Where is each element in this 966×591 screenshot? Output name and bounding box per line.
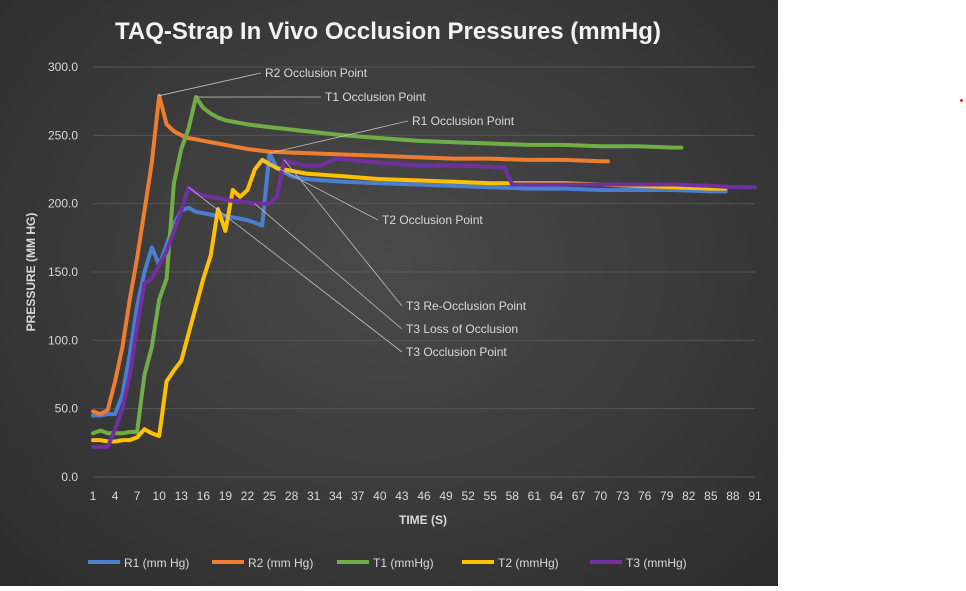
x-tick-label: 16 bbox=[197, 489, 211, 503]
y-tick-label: 150.0 bbox=[48, 265, 78, 279]
series-line-t1 bbox=[93, 97, 681, 433]
legend-label: T3 (mmHg) bbox=[626, 556, 687, 570]
y-axis-title: PRESSURE (MM HG) bbox=[24, 213, 38, 332]
chart-panel: TAQ-Strap In Vivo Occlusion Pressures (m… bbox=[0, 0, 778, 586]
x-tick-label: 85 bbox=[704, 489, 718, 503]
x-tick-label: 88 bbox=[726, 489, 740, 503]
x-tick-label: 31 bbox=[307, 489, 321, 503]
x-tick-label: 1 bbox=[90, 489, 97, 503]
y-tick-label: 200.0 bbox=[48, 197, 78, 211]
x-tick-label: 82 bbox=[682, 489, 696, 503]
x-tick-label: 13 bbox=[175, 489, 189, 503]
x-tick-label: 61 bbox=[528, 489, 542, 503]
annotation-leader bbox=[255, 204, 402, 329]
x-tick-label: 19 bbox=[219, 489, 233, 503]
x-tick-label: 58 bbox=[506, 489, 520, 503]
x-tick-label: 4 bbox=[112, 489, 119, 503]
annotation-label: T1 Occlusion Point bbox=[325, 90, 426, 104]
x-tick-label: 7 bbox=[134, 489, 141, 503]
annotation-label: T3 Re-Occlusion Point bbox=[406, 299, 527, 313]
x-tick-label: 46 bbox=[417, 489, 431, 503]
x-tick-label: 22 bbox=[241, 489, 255, 503]
legend: R1 (mm Hg) R2 (mm Hg) T1 (mmHg) T2 (mmHg) T3… bbox=[88, 556, 687, 570]
y-tick-label: 100.0 bbox=[48, 333, 78, 347]
x-tick-label: 52 bbox=[461, 489, 475, 503]
x-tick-label: 40 bbox=[373, 489, 387, 503]
legend-label: R2 (mm Hg) bbox=[248, 556, 313, 570]
legend-label: R1 (mm Hg) bbox=[124, 556, 189, 570]
legend-label: T1 (mmHg) bbox=[373, 556, 434, 570]
x-tick-label: 91 bbox=[748, 489, 762, 503]
annotation-layer: R2 Occlusion Point T1 Occlusion Point R1 O… bbox=[159, 66, 527, 359]
annotation-label: T3 Loss of Occlusion bbox=[406, 322, 518, 336]
annotation-label: T3 Occlusion Point bbox=[406, 345, 507, 359]
x-tick-label: 37 bbox=[351, 489, 365, 503]
x-tick-label: 34 bbox=[329, 489, 343, 503]
y-tick-label: 0.0 bbox=[61, 470, 78, 484]
x-tick-label: 70 bbox=[594, 489, 608, 503]
y-tick-label: 300.0 bbox=[48, 60, 78, 74]
chart-svg: TAQ-Strap In Vivo Occlusion Pressures (m… bbox=[0, 0, 778, 586]
x-tick-label: 76 bbox=[638, 489, 652, 503]
grid-layer bbox=[93, 67, 755, 477]
annotation-label: R2 Occlusion Point bbox=[265, 66, 368, 80]
x-tick-label: 64 bbox=[550, 489, 564, 503]
series-layer bbox=[93, 96, 755, 447]
annotation-label: R1 Occlusion Point bbox=[412, 114, 515, 128]
legend-label: T2 (mmHg) bbox=[498, 556, 559, 570]
y-tick-label: 50.0 bbox=[55, 402, 79, 416]
x-tick-label: 73 bbox=[616, 489, 630, 503]
x-tick-label: 55 bbox=[484, 489, 498, 503]
x-tick-label: 25 bbox=[263, 489, 277, 503]
x-tick-label: 28 bbox=[285, 489, 299, 503]
x-axis-title: TIME (S) bbox=[399, 513, 447, 527]
x-tick-label: 49 bbox=[439, 489, 453, 503]
x-tick-label: 79 bbox=[660, 489, 674, 503]
y-tick-label: 250.0 bbox=[48, 128, 78, 142]
annotation-leader bbox=[159, 73, 261, 96]
x-tick-label: 67 bbox=[572, 489, 586, 503]
annotation-leader bbox=[189, 187, 402, 352]
x-tick-label: 43 bbox=[395, 489, 409, 503]
x-tick-label: 10 bbox=[153, 489, 167, 503]
chart-title: TAQ-Strap In Vivo Occlusion Pressures (m… bbox=[115, 18, 661, 45]
annotation-label: T2 Occlusion Point bbox=[382, 213, 483, 227]
marker-dot bbox=[960, 99, 963, 102]
